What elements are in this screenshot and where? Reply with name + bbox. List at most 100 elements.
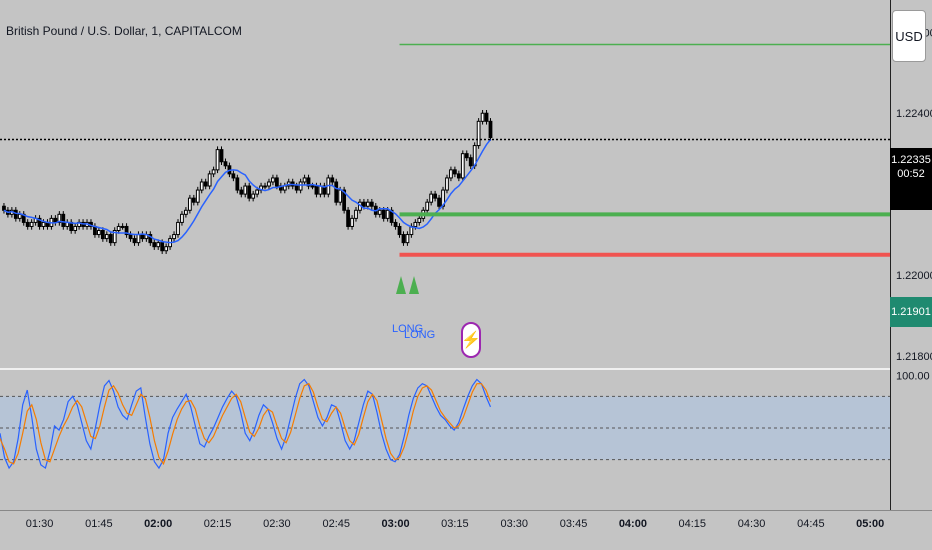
bar-countdown: 00:52 [897, 168, 925, 180]
candle-body [116, 225, 121, 232]
buy-arrow-icon [396, 276, 406, 294]
time-tick-label: 03:00 [381, 518, 409, 530]
candle-body [310, 185, 315, 188]
long-signal-label-2: LONG [404, 329, 436, 341]
candle-body [17, 213, 22, 219]
candle-body [354, 209, 358, 219]
candle-body [377, 209, 382, 215]
candle-body [231, 173, 236, 179]
candle-body [215, 149, 220, 171]
moving-average-line [3, 139, 492, 244]
candle-body [468, 157, 473, 167]
candle-body [381, 209, 386, 219]
candle-body [429, 193, 434, 203]
osc-series-d [0, 382, 492, 466]
candle-body [243, 185, 248, 195]
candle-body [413, 221, 418, 227]
candle-body [433, 193, 437, 199]
candle-body [156, 242, 161, 248]
long-signal-label-1: LONG [392, 323, 424, 335]
candle-body [362, 201, 366, 207]
candle-body [41, 221, 46, 227]
candle-body [480, 112, 485, 122]
candle-body [176, 221, 180, 236]
time-tick-label: 01:45 [85, 518, 113, 530]
symbol-title: British Pound / U.S. Dollar, 1, CAPITALC… [6, 24, 242, 38]
candle-body [405, 234, 410, 244]
candle-body [425, 201, 430, 211]
candle-body [187, 197, 192, 211]
candle-body [338, 189, 343, 203]
candle-body [93, 225, 97, 236]
candle-body [282, 185, 287, 191]
candle-body [318, 185, 323, 195]
candle-body [275, 177, 279, 187]
candle-body [464, 153, 469, 159]
candle-body [271, 177, 275, 183]
candle-body [124, 225, 129, 236]
candle-body [203, 181, 208, 187]
time-tick-label: 02:00 [144, 518, 172, 530]
candle-body [199, 181, 204, 191]
current-price-label: 1.22335 00:52 [890, 148, 932, 210]
candle-body [350, 217, 354, 227]
candle-body [365, 201, 370, 207]
candle-body [29, 221, 34, 227]
candle-body [191, 197, 196, 203]
stochastic-pane [0, 378, 890, 470]
time-tick-label: 04:15 [678, 518, 706, 530]
candle-body [247, 185, 252, 199]
candle-body [267, 181, 271, 187]
indicator-price-label: 1.21901 [890, 297, 932, 327]
candle-body [219, 149, 224, 163]
time-tick-label: 03:15 [441, 518, 469, 530]
time-tick-label: 02:15 [204, 518, 232, 530]
candle-body [322, 185, 327, 195]
candle-body [120, 225, 125, 228]
candle-body [445, 177, 449, 191]
candle-body [13, 209, 18, 219]
candle-body [294, 185, 299, 191]
price-tick-label: 1.22000 [896, 270, 932, 282]
candle-body [334, 181, 339, 203]
candle-body [488, 120, 493, 138]
candle-body [160, 242, 165, 252]
candle-body [251, 193, 256, 199]
candle-body [369, 201, 374, 207]
candle-body [211, 169, 216, 175]
candle-body [397, 225, 402, 236]
candle-body [73, 225, 78, 232]
candle-body [263, 185, 267, 188]
osc-tick-label: 100.00 [896, 370, 930, 382]
candle-body [460, 153, 465, 179]
candle-body [393, 221, 398, 227]
candle-body [57, 213, 62, 223]
time-tick-label: 03:30 [500, 518, 528, 530]
currency-button[interactable]: USD [892, 10, 926, 62]
candle-body [97, 230, 101, 236]
candle-body [172, 234, 176, 240]
buy-arrow-icon [409, 276, 419, 294]
osc-series-k [0, 378, 492, 470]
time-tick-label: 03:45 [560, 518, 588, 530]
candle-body [136, 234, 141, 244]
time-axis: 01:30 01:45 02:00 02:15 02:30 02:45 03:00 03:15… [0, 510, 932, 530]
candle-body [476, 120, 481, 147]
candle-body [306, 177, 311, 187]
candle-body [100, 230, 105, 240]
current-price-value: 1.22335 [891, 154, 931, 166]
candle-body [37, 217, 42, 227]
candle-body [298, 181, 303, 191]
candle-body [195, 189, 200, 203]
candle-body [61, 213, 66, 227]
candle-body [346, 209, 350, 227]
candle-body [239, 189, 244, 195]
candle-body [2, 205, 6, 211]
time-tick-label: 05:00 [856, 518, 884, 530]
candle-body [314, 185, 319, 195]
lightning-bolt-icon[interactable]: ⚡ [461, 322, 481, 358]
price-axis: 1.226001.224001.222001.220001.21800100.0… [890, 0, 932, 510]
price-tick-label: 1.21800 [896, 351, 932, 363]
candle-body [342, 189, 347, 211]
